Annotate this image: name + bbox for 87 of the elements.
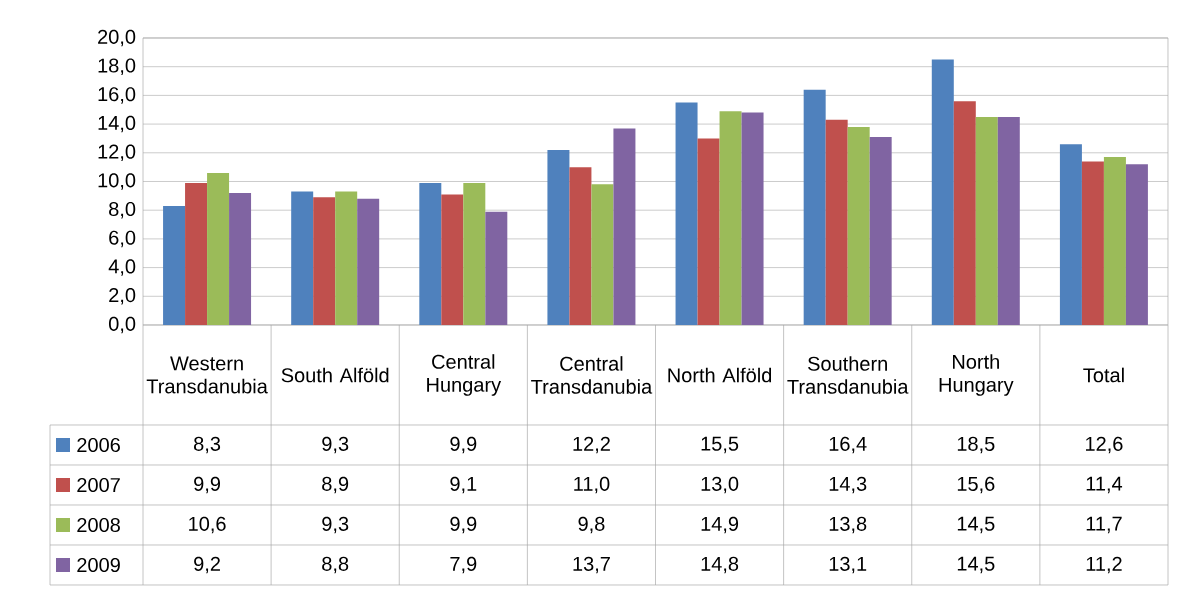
bar [1103, 157, 1126, 325]
y-tick-label: 6,0 [109, 230, 136, 248]
y-tick-label: 12,0 [98, 144, 136, 162]
data-label: 12,6 [1086, 436, 1123, 454]
bar [357, 198, 380, 325]
bar [463, 182, 486, 325]
data-label: 13,0 [701, 476, 739, 494]
bar [741, 112, 764, 325]
data-label: 13,8 [829, 516, 867, 534]
data-label: 11,7 [1086, 516, 1122, 534]
data-label: 9,3 [322, 436, 349, 454]
bar [975, 116, 998, 325]
data-label: 11,4 [1086, 476, 1123, 494]
x-tick-label: Total [1083, 367, 1124, 383]
data-label: 8,3 [194, 436, 221, 454]
data-label: 11,0 [574, 476, 610, 494]
data-label: 18,5 [957, 436, 995, 454]
bar [591, 184, 614, 325]
bar [825, 119, 848, 325]
bar [163, 205, 186, 325]
bar [207, 172, 230, 325]
data-label: 9,9 [450, 436, 477, 454]
y-tick-label: 20,0 [98, 29, 136, 47]
x-tick-label: South Alföld [281, 367, 389, 383]
bar [291, 191, 314, 325]
data-label: 9,9 [194, 476, 221, 494]
data-label: 7,9 [450, 556, 477, 574]
data-label: 9,3 [322, 516, 349, 534]
legend-label: 2007 [77, 477, 120, 493]
x-tick-label: North Hungary [939, 354, 1014, 396]
legend-label: 2009 [77, 557, 120, 573]
data-label: 9,9 [450, 516, 477, 534]
x-tick-label: Central Transdanubia [531, 356, 653, 394]
data-label: 8,9 [322, 476, 349, 494]
bar [613, 128, 636, 325]
bar [803, 89, 826, 325]
bar [313, 197, 336, 325]
bar [485, 211, 508, 325]
y-tick-label: 16,0 [98, 87, 136, 104]
bar [419, 182, 442, 325]
x-tick-label: Western Transdanubia [146, 356, 268, 394]
data-label: 9,8 [578, 516, 605, 534]
data-label: 11,2 [1086, 556, 1122, 574]
data-label: 14,3 [829, 476, 867, 494]
y-tick-label: 4,0 [108, 259, 136, 276]
x-tick-label: Southern Transdanubia [787, 356, 909, 394]
data-label: 14,8 [701, 556, 739, 574]
bar [185, 182, 208, 325]
data-label: 15,6 [957, 476, 995, 494]
bar [569, 167, 592, 325]
legend-label: 2006 [77, 437, 120, 453]
data-label: 12,2 [573, 436, 610, 454]
bar [847, 126, 870, 325]
legend-label: 2008 [77, 517, 120, 533]
data-label: 13,1 [829, 556, 867, 574]
data-label: 14,5 [957, 516, 995, 534]
data-label: 9,1 [450, 476, 477, 494]
data-label: 15,5 [701, 436, 739, 454]
y-tick-label: 18,0 [98, 58, 136, 75]
bar [335, 191, 358, 325]
bar [1125, 164, 1148, 325]
bar [441, 194, 464, 325]
bar [997, 116, 1020, 325]
data-label: 14,9 [701, 516, 739, 534]
bar [869, 137, 892, 325]
x-tick-label: Central Hungary [427, 354, 502, 396]
y-tick-label: 2,0 [109, 288, 136, 305]
bar [547, 149, 570, 325]
y-tick-label: 14,0 [98, 115, 136, 133]
bar [1081, 161, 1104, 325]
bar [1059, 144, 1082, 325]
bar [229, 192, 252, 325]
y-tick-label: 0,0 [108, 316, 136, 334]
data-label: 16,4 [829, 436, 867, 454]
bar [719, 111, 742, 325]
bar [675, 102, 698, 325]
data-label: 13,7 [573, 556, 610, 574]
y-tick-label: 10,0 [98, 173, 136, 190]
data-label: 9,2 [194, 556, 220, 574]
data-label: 8,8 [322, 556, 349, 574]
x-tick-label: North Alföld [668, 367, 772, 383]
y-tick-label: 8,0 [109, 201, 136, 219]
data-label: 14,5 [957, 556, 995, 574]
bar [953, 101, 976, 325]
bar [697, 138, 720, 325]
bar [931, 59, 954, 325]
data-label: 10,6 [189, 516, 226, 534]
